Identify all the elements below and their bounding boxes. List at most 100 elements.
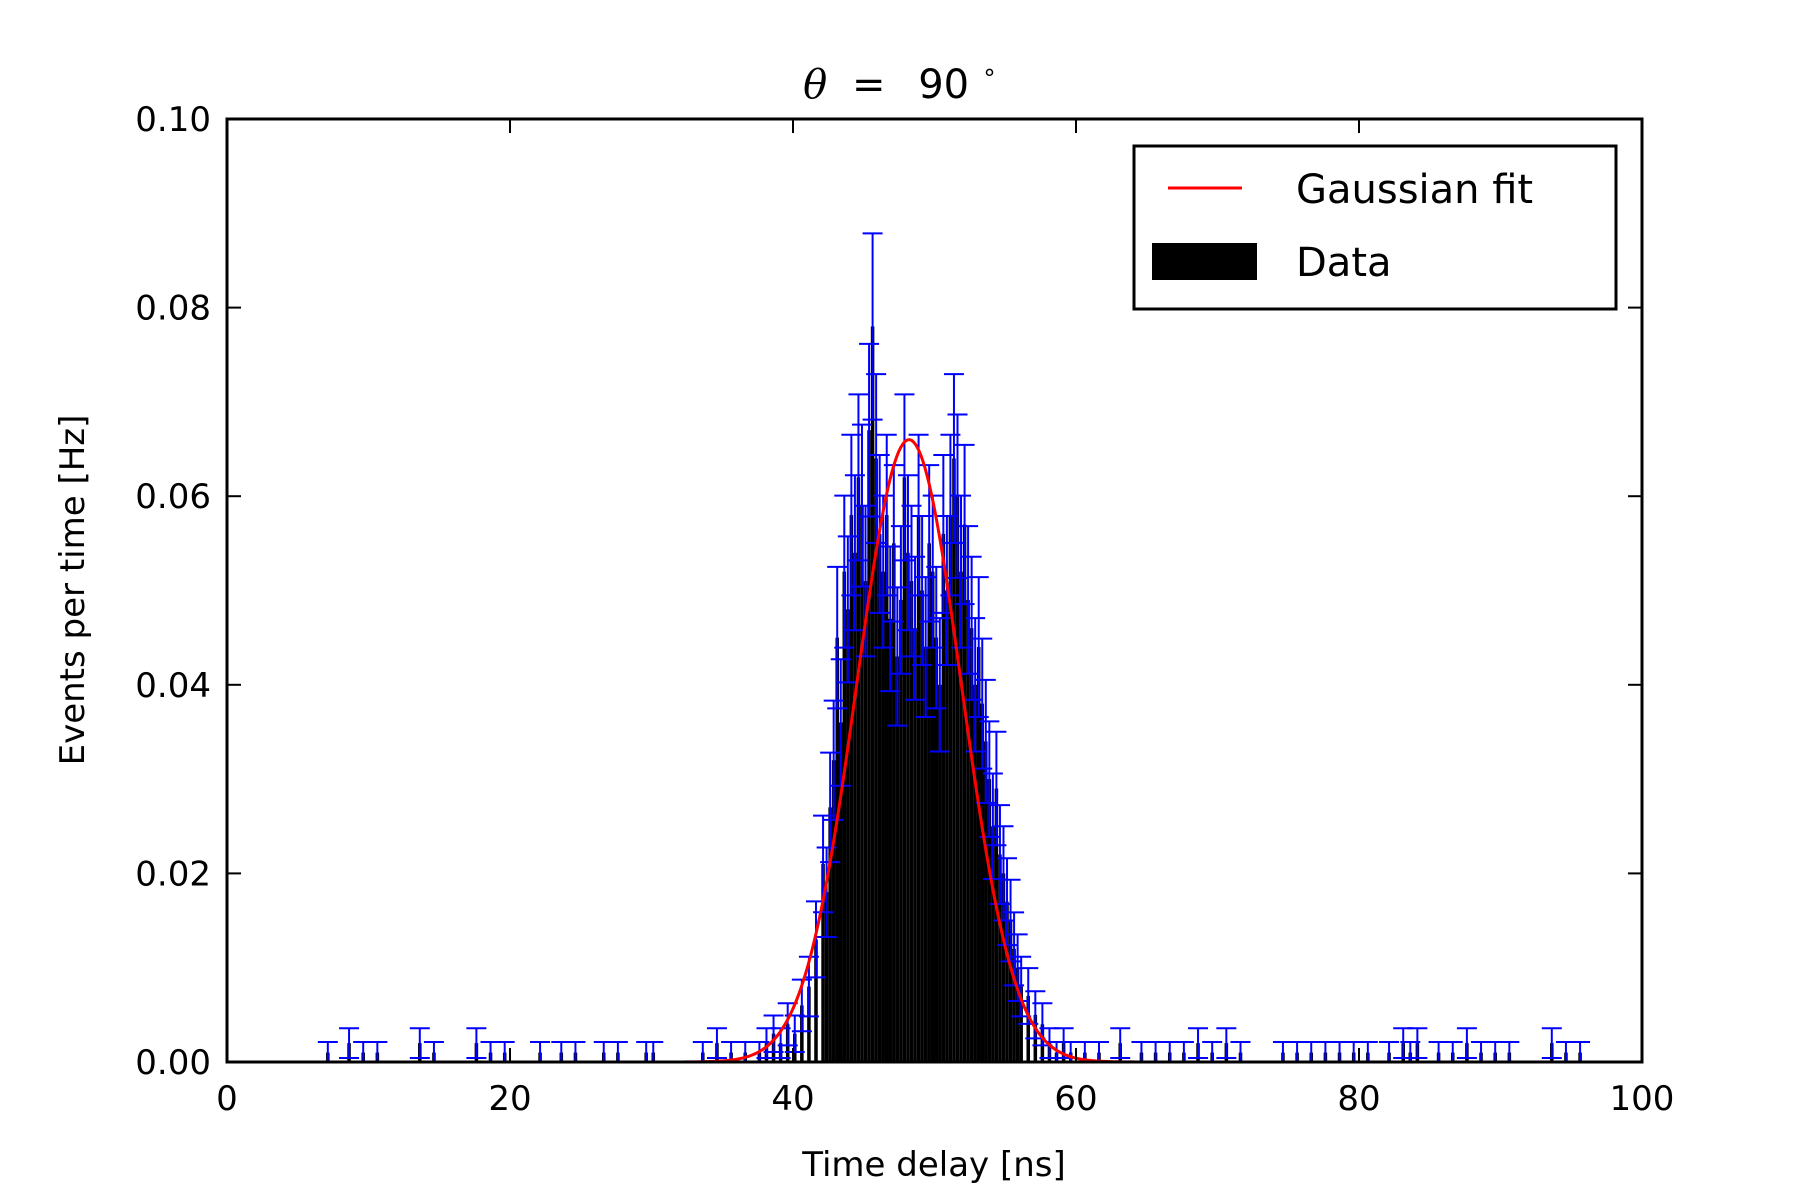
error-bar: [1088, 1041, 1109, 1062]
x-tick-label: 0: [216, 1079, 238, 1119]
histogram-bar: [1026, 995, 1031, 1062]
error-bars: [317, 232, 1591, 1062]
histogram-bar: [948, 515, 953, 1062]
histogram-bar: [923, 647, 928, 1062]
histogram-bar: [998, 854, 1002, 1062]
histogram-bar: [892, 543, 896, 1062]
histogram-bar: [927, 543, 931, 1062]
histogram-bar: [824, 892, 829, 1062]
x-tick-label: 60: [1054, 1079, 1097, 1119]
error-bar: [494, 1041, 515, 1062]
histogram-bar: [909, 581, 914, 1062]
histogram-bar: [973, 684, 977, 1062]
error-bar: [1287, 1041, 1308, 1062]
x-axis-label: Time delay [ns]: [801, 1145, 1066, 1185]
histogram-bar: [863, 581, 868, 1062]
histogram-bar: [984, 741, 988, 1062]
error-bar: [607, 1041, 628, 1062]
error-bar: [1315, 1041, 1336, 1062]
error-bar: [339, 1027, 360, 1060]
histogram-bar: [846, 609, 850, 1062]
error-bar: [1499, 1041, 1520, 1062]
error-bar: [317, 1041, 338, 1062]
error-bar: [643, 1041, 664, 1062]
histogram-bar: [874, 458, 878, 1062]
histogram-bar: [884, 515, 889, 1062]
error-bar: [1173, 1041, 1194, 1062]
error-bar: [1570, 1041, 1591, 1062]
error-bar: [1428, 1041, 1449, 1062]
histogram-bar: [867, 430, 871, 1062]
histogram-bar: [853, 552, 857, 1062]
legend-data-swatch: [1152, 243, 1257, 280]
gaussian-fit-line: [297, 438, 1600, 1062]
y-axis-label: Events per time [Hz]: [53, 415, 93, 766]
axis-ticks: 0 20 40 60 80 100 0.00 0.02 0.04 0.06 0.08 0.10: [135, 100, 1674, 1119]
histogram-bar: [955, 496, 960, 1062]
error-bar: [565, 1041, 586, 1062]
histogram-bar: [959, 571, 963, 1062]
histogram-bar: [938, 684, 942, 1062]
error-bar: [530, 1041, 551, 1062]
chart-title: θ = 90 ∘: [803, 58, 997, 108]
x-tick-label: 20: [488, 1079, 531, 1119]
histogram-bar: [1008, 920, 1013, 1062]
x-tick-label: 80: [1337, 1079, 1380, 1119]
error-bar: [1407, 1027, 1428, 1060]
histogram-bar: [906, 552, 910, 1062]
y-tick-label: 0.00: [135, 1043, 211, 1083]
histogram-bar: [888, 618, 893, 1062]
histogram-bar: [877, 533, 882, 1062]
x-tick-label: 40: [771, 1079, 814, 1119]
legend-data-label: Data: [1296, 240, 1392, 286]
error-bar: [1456, 1027, 1477, 1060]
plot-area: [297, 232, 1600, 1062]
histogram-bar: [916, 515, 921, 1062]
y-tick-label: 0.06: [135, 477, 211, 517]
error-bar: [1343, 1041, 1364, 1062]
histogram-bar: [895, 656, 900, 1062]
error-bar: [1442, 1041, 1463, 1062]
error-bar: [1159, 1041, 1180, 1062]
histogram-bar: [870, 326, 875, 1062]
histogram-bar: [881, 571, 885, 1062]
histogram-bar: [856, 477, 861, 1062]
histogram-bar: [902, 477, 907, 1062]
histogram-bar: [945, 590, 949, 1062]
error-bar: [466, 1027, 487, 1060]
error-bar: [1145, 1041, 1166, 1062]
histogram-bar: [1005, 901, 1009, 1062]
histogram-bar: [814, 939, 818, 1062]
histogram-bar: [800, 1005, 804, 1062]
y-tick-label: 0.02: [135, 854, 211, 894]
y-tick-label: 0.08: [135, 289, 211, 329]
histogram-bar: [835, 637, 839, 1062]
legend-fit-label: Gaussian fit: [1296, 167, 1533, 213]
error-bar: [1301, 1041, 1322, 1062]
legend-frame: [1132, 144, 1618, 311]
histogram-bar: [976, 647, 981, 1062]
histogram-bar: [952, 458, 956, 1062]
histogram-bar: [994, 788, 999, 1062]
error-bar: [593, 1041, 614, 1062]
histogram-bar: [838, 722, 843, 1062]
histogram-bar: [941, 533, 946, 1062]
histogram-bar: [913, 628, 917, 1062]
histogram-bar: [860, 505, 864, 1062]
error-bar: [1541, 1027, 1562, 1060]
error-bar: [1202, 1041, 1223, 1062]
error-bar: [423, 1041, 444, 1062]
histogram-bar: [849, 515, 854, 1062]
error-bar: [1379, 1041, 1400, 1062]
histogram-bar: [969, 628, 974, 1062]
histogram-bars: [326, 326, 1582, 1062]
error-bar: [551, 1041, 572, 1062]
error-bar: [1230, 1041, 1251, 1062]
histogram-bar: [930, 571, 935, 1062]
y-tick-label: 0.04: [135, 666, 211, 706]
histogram-bar: [920, 590, 924, 1062]
error-bar: [692, 1041, 713, 1062]
histogram-bar: [1001, 873, 1006, 1062]
title-value: 90: [918, 62, 969, 108]
